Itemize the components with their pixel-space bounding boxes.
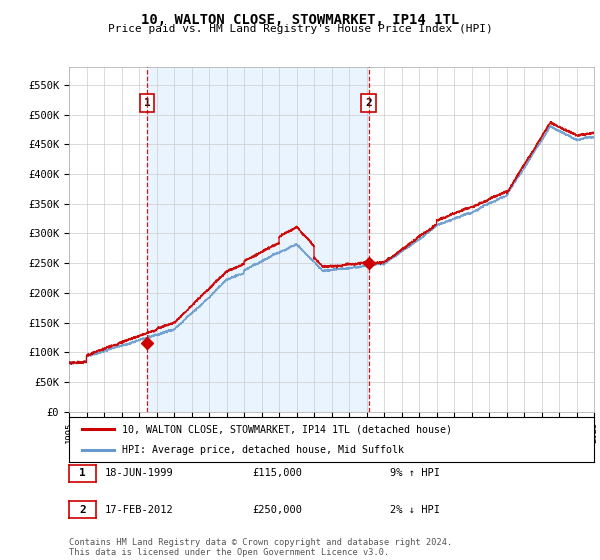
- Text: Contains HM Land Registry data © Crown copyright and database right 2024.
This d: Contains HM Land Registry data © Crown c…: [69, 538, 452, 557]
- Text: 2: 2: [365, 98, 372, 108]
- Text: £250,000: £250,000: [252, 505, 302, 515]
- Text: Price paid vs. HM Land Registry's House Price Index (HPI): Price paid vs. HM Land Registry's House …: [107, 24, 493, 34]
- Text: 1: 1: [79, 468, 86, 478]
- Text: 1: 1: [143, 98, 151, 108]
- Text: £115,000: £115,000: [252, 468, 302, 478]
- Text: HPI: Average price, detached house, Mid Suffolk: HPI: Average price, detached house, Mid …: [121, 445, 404, 455]
- Text: 10, WALTON CLOSE, STOWMARKET, IP14 1TL: 10, WALTON CLOSE, STOWMARKET, IP14 1TL: [141, 13, 459, 27]
- Bar: [147, 67, 368, 412]
- Text: 2: 2: [79, 505, 86, 515]
- Text: 10, WALTON CLOSE, STOWMARKET, IP14 1TL (detached house): 10, WALTON CLOSE, STOWMARKET, IP14 1TL (…: [121, 424, 452, 435]
- Text: 2% ↓ HPI: 2% ↓ HPI: [390, 505, 440, 515]
- Text: 9% ↑ HPI: 9% ↑ HPI: [390, 468, 440, 478]
- Text: 18-JUN-1999: 18-JUN-1999: [105, 468, 174, 478]
- Text: 17-FEB-2012: 17-FEB-2012: [105, 505, 174, 515]
